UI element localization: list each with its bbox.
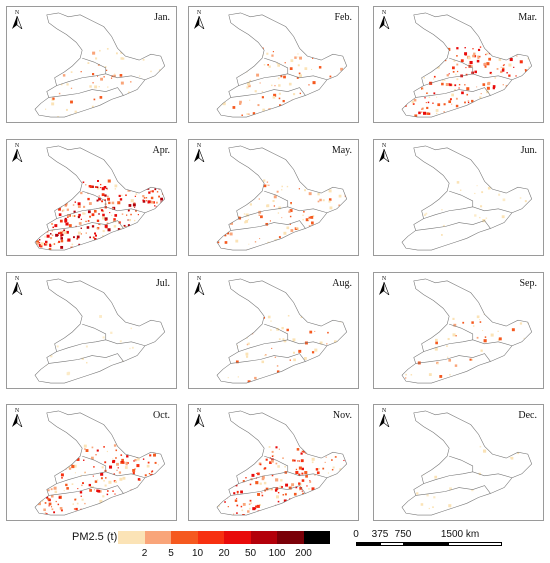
month-label: Apr. xyxy=(152,145,171,156)
month-label: Jan. xyxy=(154,12,170,23)
month-label: Dec. xyxy=(518,410,537,421)
map-panel: N Jul. xyxy=(6,272,177,389)
legend-tick-label: 50 xyxy=(244,548,257,559)
scale-label: 750 xyxy=(394,529,412,540)
scale-bar-segment xyxy=(403,542,449,546)
map-panel: N Aug. xyxy=(188,272,359,389)
scale-label: 0 xyxy=(353,529,359,540)
region-map xyxy=(216,12,348,118)
map-panel: N Jun. xyxy=(373,139,544,256)
region-map xyxy=(216,410,348,516)
north-arrow-icon: N xyxy=(11,276,23,296)
region-map xyxy=(216,145,348,251)
legend-swatch xyxy=(197,531,224,544)
north-arrow-icon: N xyxy=(193,143,205,163)
region-map xyxy=(34,145,166,251)
region-map xyxy=(401,278,533,384)
north-arrow-icon: N xyxy=(11,408,23,428)
month-label: May. xyxy=(331,145,352,156)
region-map xyxy=(34,410,166,516)
north-arrow-icon: N xyxy=(193,276,205,296)
month-label: Mar. xyxy=(518,12,537,23)
north-arrow-icon: N xyxy=(378,10,390,30)
legend-swatch xyxy=(118,531,145,544)
map-panel: N Jan. xyxy=(6,6,177,123)
scale-bar-segment xyxy=(380,542,404,546)
legend-swatch xyxy=(277,531,304,544)
map-panel: N Apr. xyxy=(6,139,177,256)
north-arrow-icon: N xyxy=(378,143,390,163)
region-map xyxy=(34,12,166,118)
map-panel: N Dec. xyxy=(373,404,544,521)
legend-tick-label: 200 xyxy=(295,548,312,559)
legend-tick-label: 2 xyxy=(141,548,148,559)
legend-swatch xyxy=(144,531,171,544)
map-panel: N Nov. xyxy=(188,404,359,521)
map-panel: N Feb. xyxy=(188,6,359,123)
north-arrow-icon: N xyxy=(378,276,390,296)
region-map xyxy=(216,278,348,384)
month-label: Nov. xyxy=(332,410,352,421)
scale-label: 375 xyxy=(371,529,389,540)
legend-swatch xyxy=(224,531,251,544)
legend-tick-label: 10 xyxy=(191,548,204,559)
north-arrow-icon: N xyxy=(193,408,205,428)
legend: PM2.5 (t) 2 5 10 20 50 100 200 0 375 750 1500 km xyxy=(0,525,550,563)
region-map xyxy=(401,410,533,516)
month-label: Aug. xyxy=(332,278,352,289)
map-panel: N May. xyxy=(188,139,359,256)
scale-bar-segment xyxy=(356,542,381,546)
north-arrow-icon: N xyxy=(378,408,390,428)
scale-label: 1500 km xyxy=(440,529,480,540)
legend-tick-label: 20 xyxy=(218,548,230,559)
legend-tick-label: 100 xyxy=(268,548,286,559)
legend-tick-label: 5 xyxy=(168,548,174,559)
legend-swatch xyxy=(171,531,198,544)
month-label: Jul. xyxy=(155,278,170,289)
region-map xyxy=(34,278,166,384)
scale-bar-segment xyxy=(448,542,502,546)
north-arrow-icon: N xyxy=(193,10,205,30)
map-panel: N Sep. xyxy=(373,272,544,389)
region-map xyxy=(401,145,533,251)
month-label: Feb. xyxy=(334,12,353,23)
month-label: Jun. xyxy=(520,145,537,156)
legend-swatch xyxy=(250,531,277,544)
month-label: Sep. xyxy=(519,278,538,289)
north-arrow-icon: N xyxy=(11,143,23,163)
month-label: Oct. xyxy=(153,410,170,421)
map-panel: N Oct. xyxy=(6,404,177,521)
north-arrow-icon: N xyxy=(11,10,23,30)
legend-swatch xyxy=(303,531,330,544)
region-map xyxy=(401,12,533,118)
map-panel: N Mar. xyxy=(373,6,544,123)
legend-title: PM2.5 (t) xyxy=(72,531,118,543)
